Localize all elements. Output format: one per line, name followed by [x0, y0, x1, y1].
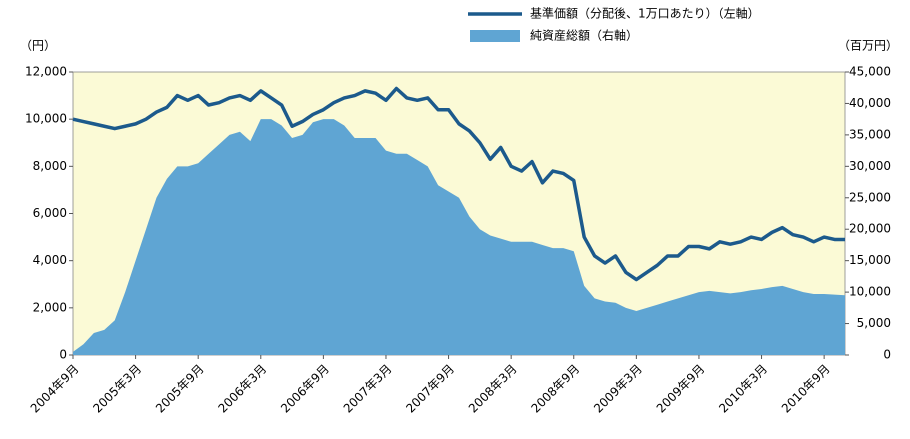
x-tick-label: 2010年3月 [716, 362, 770, 416]
legend-label: 純資産総額（右軸） [530, 28, 638, 43]
y-tick-label: 0 [59, 348, 67, 362]
y-tick-label: 8,000 [33, 159, 67, 173]
x-tick-label: 2009年9月 [654, 362, 708, 416]
y2-tick-label: 25,000 [849, 190, 891, 204]
x-tick-label: 2008年9月 [528, 362, 582, 416]
x-tick-label: 2009年3月 [591, 362, 645, 416]
line [72, 86, 845, 282]
y2-tick-label: 30,000 [849, 159, 891, 173]
y-tick-label: 12,000 [25, 65, 67, 79]
y-tick-label: 4,000 [33, 253, 67, 267]
x-tick-label: 2008年3月 [466, 362, 520, 416]
y2-tick-label: 0 [883, 348, 891, 362]
area [73, 119, 845, 356]
y-axis-label: （円） [20, 39, 56, 53]
y-tick-label: 2,000 [33, 300, 67, 314]
y2-tick-label: 10,000 [849, 285, 891, 299]
y-tick-label: 6,000 [33, 206, 67, 220]
y2-tick-label: 45,000 [849, 65, 891, 79]
x-tick-label: 2006年9月 [278, 362, 332, 416]
y2-tick-label: 40,000 [849, 96, 891, 110]
x-tick-label: 2004年9月 [28, 362, 82, 416]
x-tick-label: 2007年3月 [341, 362, 395, 416]
x-tick-label: 2005年3月 [90, 362, 144, 416]
x-tick-label: 2005年9月 [153, 362, 207, 416]
x-tick-label: 2010年9月 [779, 362, 833, 416]
y-tick-label: 10,000 [25, 112, 67, 126]
y2-tick-label: 5,000 [857, 316, 891, 330]
legend-swatch [470, 30, 520, 42]
x-tick-label: 2006年3月 [216, 362, 270, 416]
x-tick-label: 2007年9月 [403, 362, 457, 416]
y2-axis-label: （百万円） [838, 39, 898, 53]
legend-label: 基準価額（分配後、1万口あたり）（左軸） [530, 6, 760, 21]
y2-tick-label: 20,000 [849, 222, 891, 236]
y2-tick-label: 15,000 [849, 253, 891, 267]
y2-tick-label: 35,000 [849, 127, 891, 141]
